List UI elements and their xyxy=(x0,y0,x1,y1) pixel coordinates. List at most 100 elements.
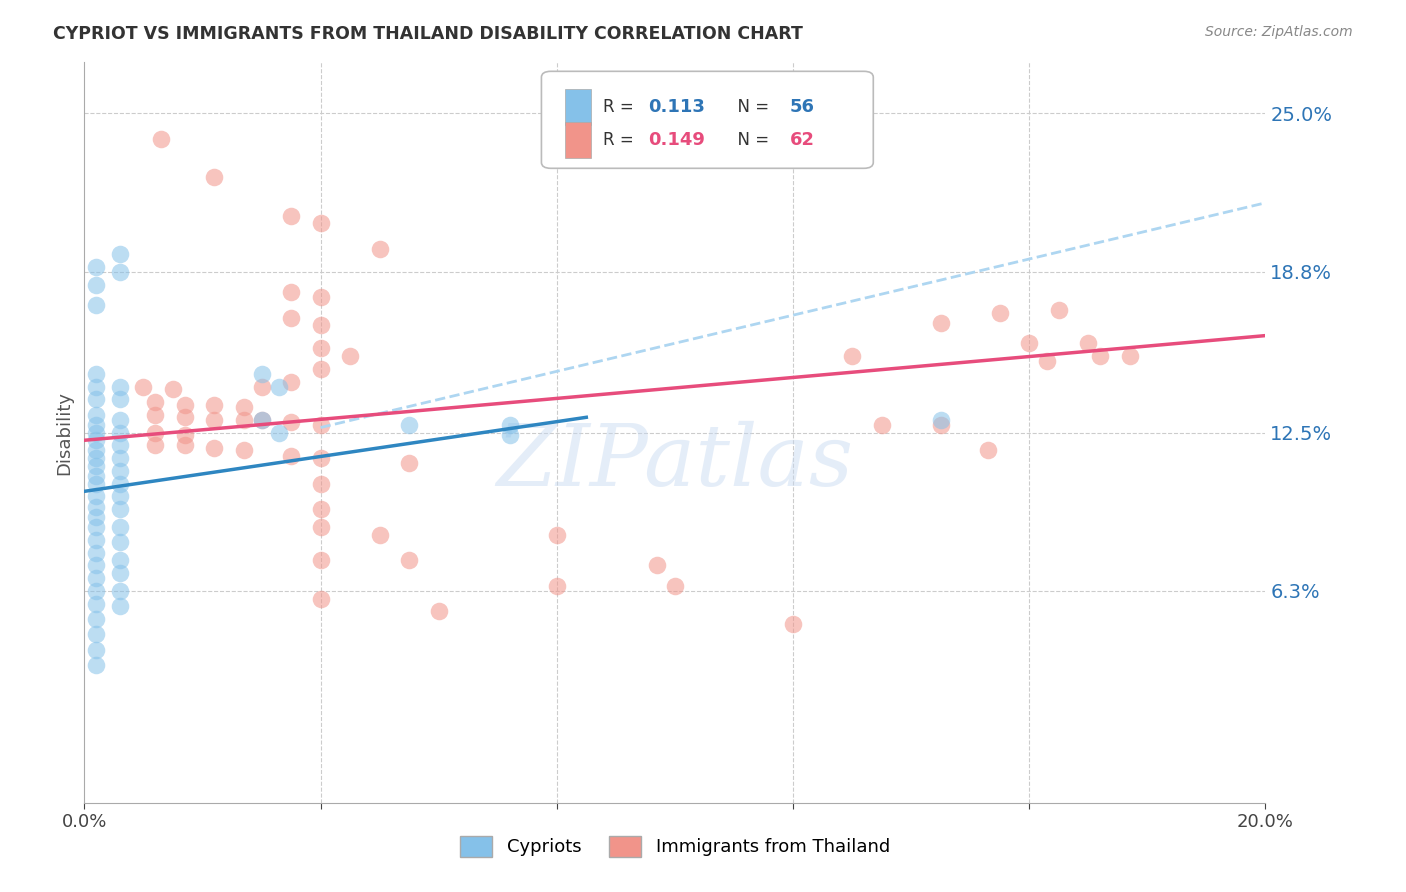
Point xyxy=(280,416,302,430)
Point xyxy=(108,413,131,427)
Point xyxy=(108,392,131,407)
Point xyxy=(84,476,107,491)
Point xyxy=(150,132,173,146)
Point xyxy=(368,242,391,256)
Point xyxy=(108,599,131,614)
Point xyxy=(202,441,225,455)
Point xyxy=(280,449,302,463)
Point xyxy=(929,316,952,330)
Point xyxy=(398,553,420,567)
Text: N =: N = xyxy=(727,98,775,116)
Point xyxy=(309,342,332,356)
Point xyxy=(143,425,166,440)
Point xyxy=(84,500,107,514)
Bar xyxy=(565,122,591,158)
Point xyxy=(84,260,107,274)
Point xyxy=(782,617,804,632)
Point xyxy=(929,413,952,427)
Point xyxy=(309,290,332,304)
Text: Source: ZipAtlas.com: Source: ZipAtlas.com xyxy=(1205,25,1353,39)
Point xyxy=(250,413,273,427)
Point xyxy=(84,627,107,641)
Point xyxy=(309,451,332,466)
Point xyxy=(84,533,107,547)
Point xyxy=(232,400,254,414)
Text: R =: R = xyxy=(603,98,638,116)
Point xyxy=(250,367,273,381)
Point xyxy=(309,502,332,516)
Point xyxy=(280,375,302,389)
Point xyxy=(84,367,107,381)
Point xyxy=(84,417,107,432)
Point xyxy=(1047,303,1070,318)
Point xyxy=(977,443,1000,458)
Point xyxy=(309,591,332,606)
Point xyxy=(232,413,254,427)
Point xyxy=(84,490,107,504)
Point xyxy=(84,469,107,483)
Point xyxy=(988,305,1011,319)
Point xyxy=(84,642,107,657)
Point xyxy=(1088,349,1111,363)
Point xyxy=(143,408,166,422)
Point xyxy=(309,553,332,567)
Point xyxy=(309,318,332,333)
Point xyxy=(546,579,568,593)
Point xyxy=(1118,349,1140,363)
Point xyxy=(108,247,131,261)
Point xyxy=(309,520,332,534)
Point xyxy=(108,438,131,452)
Point xyxy=(269,379,291,393)
Point xyxy=(398,417,420,432)
Point xyxy=(250,413,273,427)
Point xyxy=(173,410,195,425)
Point xyxy=(84,571,107,585)
Text: 56: 56 xyxy=(789,98,814,116)
Point xyxy=(162,382,184,396)
Text: 0.149: 0.149 xyxy=(648,131,704,149)
Point xyxy=(84,443,107,458)
Point xyxy=(427,604,450,618)
Point xyxy=(108,265,131,279)
Point xyxy=(108,502,131,516)
Point xyxy=(498,417,520,432)
Text: ZIPatlas: ZIPatlas xyxy=(496,421,853,504)
Point xyxy=(84,298,107,312)
Point xyxy=(108,464,131,478)
Point xyxy=(1018,336,1040,351)
Text: 0.113: 0.113 xyxy=(648,98,704,116)
Point xyxy=(143,395,166,409)
Point xyxy=(280,209,302,223)
Y-axis label: Disability: Disability xyxy=(55,391,73,475)
Point xyxy=(280,310,302,325)
Point xyxy=(173,428,195,442)
Point xyxy=(84,379,107,393)
Point xyxy=(108,476,131,491)
Point xyxy=(143,438,166,452)
Text: N =: N = xyxy=(727,131,775,149)
Point xyxy=(108,535,131,549)
Text: CYPRIOT VS IMMIGRANTS FROM THAILAND DISABILITY CORRELATION CHART: CYPRIOT VS IMMIGRANTS FROM THAILAND DISA… xyxy=(53,25,803,43)
Point xyxy=(84,583,107,598)
Legend: Cypriots, Immigrants from Thailand: Cypriots, Immigrants from Thailand xyxy=(453,829,897,864)
Point xyxy=(108,379,131,393)
Point xyxy=(498,428,520,442)
Text: R =: R = xyxy=(603,131,638,149)
Point xyxy=(132,379,155,393)
FancyBboxPatch shape xyxy=(541,71,873,169)
Point xyxy=(232,443,254,458)
Point xyxy=(108,425,131,440)
Point xyxy=(84,458,107,473)
Point xyxy=(368,527,391,541)
Point xyxy=(546,527,568,541)
Point xyxy=(108,553,131,567)
Point xyxy=(84,612,107,626)
Point xyxy=(84,546,107,560)
Point xyxy=(645,558,668,573)
Point xyxy=(108,490,131,504)
Point xyxy=(84,392,107,407)
Point xyxy=(84,277,107,292)
Point xyxy=(84,434,107,448)
Point xyxy=(84,657,107,672)
Point xyxy=(173,398,195,412)
